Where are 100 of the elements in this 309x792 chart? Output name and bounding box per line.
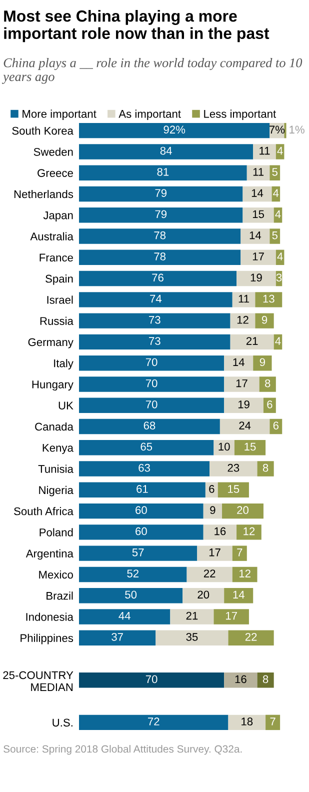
y-tick-label: Israel bbox=[47, 296, 73, 304]
data-label: 11 bbox=[238, 294, 250, 303]
bar bbox=[79, 144, 254, 160]
bar bbox=[79, 440, 214, 456]
y-tick-label: Hungary bbox=[32, 380, 74, 391]
data-label: 8 bbox=[262, 464, 268, 472]
data-label: 15 bbox=[228, 485, 240, 493]
data-label: 24 bbox=[239, 422, 251, 430]
bar bbox=[79, 313, 230, 328]
bar bbox=[79, 714, 228, 730]
data-label: 92% bbox=[164, 126, 186, 134]
bar bbox=[182, 588, 224, 604]
data-label: 63 bbox=[138, 464, 150, 472]
bar bbox=[270, 228, 280, 244]
bar bbox=[240, 228, 270, 244]
data-label: 16 bbox=[235, 675, 246, 684]
bar bbox=[79, 355, 224, 371]
data-label: 79 bbox=[155, 189, 167, 197]
bar bbox=[79, 165, 247, 180]
bar bbox=[242, 208, 274, 223]
y-tick-label: Italy bbox=[54, 359, 74, 370]
data-label: 5 bbox=[272, 168, 278, 176]
y-tick-label: Philippines bbox=[20, 634, 74, 644]
bar bbox=[224, 398, 264, 413]
bar bbox=[79, 122, 270, 138]
data-label: 14 bbox=[250, 231, 262, 240]
data-label: 14 bbox=[233, 358, 244, 366]
data-label: 60 bbox=[136, 527, 147, 536]
y-tick-label: Poland bbox=[40, 528, 73, 536]
data-label: 20 bbox=[237, 506, 248, 514]
data-label: 37 bbox=[112, 632, 123, 641]
legend-label: More important bbox=[22, 110, 96, 120]
bar bbox=[255, 292, 282, 308]
data-label: 17 bbox=[236, 379, 248, 388]
bar bbox=[228, 630, 274, 646]
data-label: 6 bbox=[267, 400, 272, 408]
bar bbox=[156, 630, 228, 646]
bar bbox=[214, 609, 249, 624]
bar bbox=[203, 524, 237, 540]
data-label: 60 bbox=[136, 506, 147, 514]
data-label: 74 bbox=[150, 294, 162, 303]
bar bbox=[79, 186, 243, 202]
y-tick-label: U.S. bbox=[52, 718, 72, 727]
bar bbox=[218, 482, 249, 498]
data-label: 15 bbox=[244, 442, 256, 451]
data-label: 70 bbox=[146, 400, 158, 408]
data-label: 6 bbox=[209, 485, 214, 493]
bar bbox=[79, 208, 243, 223]
data-label: 17 bbox=[209, 548, 220, 556]
bar bbox=[228, 714, 266, 730]
data-label: 12 bbox=[237, 316, 248, 324]
y-tick-label: Greece bbox=[38, 169, 73, 177]
data-label: 79 bbox=[155, 210, 167, 218]
data-label: 7 bbox=[270, 718, 276, 726]
data-label: 65 bbox=[140, 442, 152, 451]
data-label: 13 bbox=[263, 294, 274, 303]
bar bbox=[232, 566, 258, 582]
bar bbox=[170, 609, 214, 624]
y-tick-label: Indonesia bbox=[26, 612, 74, 621]
legend-label: As important bbox=[118, 110, 181, 120]
bar bbox=[79, 334, 230, 350]
bar bbox=[270, 418, 282, 434]
bar bbox=[222, 503, 264, 519]
bar bbox=[224, 588, 254, 604]
data-label: 44 bbox=[118, 612, 130, 620]
data-label: 73 bbox=[149, 316, 160, 324]
y-tick-label: UK bbox=[58, 402, 74, 410]
data-label: 3 bbox=[276, 274, 282, 282]
bar bbox=[210, 461, 258, 476]
y-tick-label: Netherlands bbox=[14, 190, 74, 198]
bar bbox=[236, 524, 262, 540]
data-label: 84 bbox=[160, 146, 172, 155]
bar bbox=[79, 566, 187, 582]
data-label: 22 bbox=[204, 570, 216, 578]
data-label: 11 bbox=[260, 146, 270, 155]
bar bbox=[230, 313, 256, 328]
data-label: 7% bbox=[269, 126, 285, 134]
data-label: 8 bbox=[262, 675, 268, 684]
data-label: 14 bbox=[233, 590, 244, 598]
bar bbox=[255, 313, 274, 328]
data-label: 4 bbox=[275, 210, 281, 218]
data-label: 18 bbox=[242, 718, 253, 726]
data-label: 5 bbox=[272, 231, 278, 240]
data-label: 9 bbox=[262, 316, 268, 324]
data-label: 7 bbox=[237, 548, 242, 556]
data-label: 61 bbox=[136, 485, 148, 493]
data-label: 78 bbox=[154, 231, 166, 240]
bar bbox=[230, 334, 274, 350]
data-label: 8 bbox=[265, 379, 270, 388]
bar bbox=[79, 292, 232, 308]
data-label: 81 bbox=[157, 168, 169, 176]
data-label: 4 bbox=[277, 252, 283, 260]
bar bbox=[79, 418, 220, 434]
data-label: 50 bbox=[125, 590, 137, 599]
y-tick-label: Mexico bbox=[39, 570, 73, 579]
y-tick-label: Tunisia bbox=[38, 464, 74, 473]
y-tick-label: South Korea bbox=[12, 126, 74, 135]
data-label: 35 bbox=[186, 632, 198, 641]
chart-title: Most see China playing a more important role now than in the past bbox=[4, 10, 270, 42]
chart-subtitle: China plays a __ role in the world today compared to 10 years ago bbox=[2, 58, 302, 84]
